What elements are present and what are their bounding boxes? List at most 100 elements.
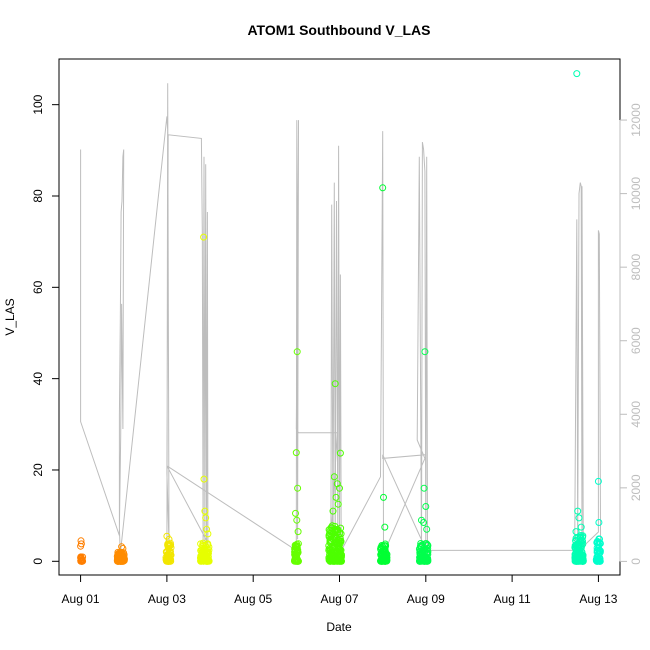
scatter-point bbox=[204, 530, 212, 538]
scatter-group bbox=[162, 532, 175, 565]
y-tick-label: 60 bbox=[31, 280, 45, 294]
scatter-point bbox=[595, 535, 603, 543]
x-tick-label: Aug 03 bbox=[148, 592, 186, 606]
scatter-point bbox=[331, 380, 339, 388]
y-axis-right: 0 2000 4000 6000 8000 10000 12000 bbox=[619, 103, 643, 565]
scatter-group bbox=[77, 537, 87, 565]
scatter-point bbox=[202, 514, 210, 522]
x-tick-label: Aug 13 bbox=[579, 592, 617, 606]
y-tick-label: 0 bbox=[31, 558, 45, 565]
x-tick-label: Aug 07 bbox=[320, 592, 358, 606]
scatter-point bbox=[165, 557, 173, 565]
scatter-group bbox=[291, 348, 302, 565]
scatter-point bbox=[116, 555, 124, 563]
x-tick-label: Aug 09 bbox=[407, 592, 445, 606]
y-tick-label: 20 bbox=[31, 463, 45, 477]
scatter-point bbox=[114, 557, 122, 565]
scatter-point bbox=[380, 557, 388, 565]
scatter-point bbox=[421, 348, 429, 356]
scatter-point bbox=[77, 542, 85, 550]
chart-title: ATOM1 Southbound V_LAS bbox=[247, 22, 430, 38]
scatter-point bbox=[203, 525, 211, 533]
y2-tick-label: 6000 bbox=[629, 327, 643, 354]
scatter-point bbox=[204, 548, 212, 556]
scatter-point bbox=[197, 547, 205, 554]
scatter-point bbox=[326, 538, 334, 546]
y-tick-label: 80 bbox=[31, 189, 45, 203]
y2-tick-label: 10000 bbox=[629, 177, 643, 211]
scatter-point bbox=[594, 477, 602, 485]
scatter-point bbox=[381, 523, 389, 531]
scatter-point bbox=[331, 529, 339, 537]
scatter-point bbox=[332, 540, 340, 548]
scatter-point bbox=[200, 475, 208, 483]
scatter-points bbox=[77, 70, 604, 565]
scatter-point bbox=[292, 449, 300, 457]
scatter-point bbox=[119, 545, 127, 552]
scatter-point bbox=[336, 449, 344, 457]
y-axis-label: V_LAS bbox=[3, 298, 17, 335]
scatter-point bbox=[336, 484, 343, 492]
scatter-point bbox=[325, 542, 333, 550]
x-tick-label: Aug 11 bbox=[494, 592, 531, 606]
scatter-point bbox=[596, 540, 604, 547]
x-tick-label: Aug 05 bbox=[234, 592, 272, 606]
scatter-point bbox=[420, 519, 428, 526]
scatter-point bbox=[327, 553, 334, 561]
y2-tick-label: 8000 bbox=[629, 253, 643, 280]
scatter-point bbox=[327, 533, 335, 541]
scatter-point bbox=[418, 516, 425, 524]
scatter-point bbox=[291, 548, 299, 555]
scatter-point bbox=[574, 507, 582, 515]
scatter-point bbox=[577, 523, 585, 531]
scatter-point bbox=[595, 554, 603, 562]
scatter-point bbox=[379, 184, 387, 192]
scatter-group bbox=[197, 233, 213, 565]
scatter-point bbox=[165, 555, 173, 563]
scatter-point bbox=[77, 554, 85, 562]
scatter-point bbox=[575, 514, 583, 522]
scatter-point bbox=[201, 507, 209, 515]
scatter-group bbox=[377, 184, 391, 565]
scatter-point bbox=[204, 541, 212, 549]
scatter-point bbox=[573, 70, 581, 78]
y2-tick-label: 2000 bbox=[629, 474, 643, 501]
scatter-point bbox=[327, 524, 335, 532]
scatter-point bbox=[118, 543, 126, 551]
scatter-point bbox=[292, 509, 299, 517]
scatter-point bbox=[420, 484, 428, 492]
scatter-group bbox=[592, 477, 604, 565]
scatter-point bbox=[574, 534, 582, 541]
scatter-point bbox=[420, 557, 428, 565]
scatter-point bbox=[579, 540, 587, 548]
scatter-point bbox=[572, 554, 579, 562]
scatter-point bbox=[423, 525, 431, 533]
scatter-point bbox=[334, 500, 342, 508]
scatter-point bbox=[380, 493, 387, 501]
scatter-point bbox=[579, 557, 587, 565]
scatter-point bbox=[416, 551, 424, 559]
scatter-point bbox=[204, 553, 212, 561]
scatter-point bbox=[200, 553, 208, 561]
scatter-point bbox=[293, 516, 301, 524]
scatter-group bbox=[415, 348, 432, 565]
scatter-group bbox=[113, 543, 128, 565]
y2-tick-label: 0 bbox=[629, 558, 643, 565]
scatter-point bbox=[573, 547, 581, 555]
scatter-point bbox=[577, 556, 585, 564]
scatter-point bbox=[380, 550, 388, 558]
scatter-point bbox=[336, 555, 344, 563]
scatter-point bbox=[332, 493, 340, 501]
scatter-point bbox=[417, 540, 425, 547]
scatter-point bbox=[329, 507, 337, 515]
scatter-point bbox=[330, 548, 338, 556]
scatter-point bbox=[572, 528, 580, 536]
x-axis: Aug 01 Aug 03 Aug 05 Aug 07 Aug 09 Aug 11 Aug … bbox=[62, 574, 618, 606]
scatter-point bbox=[383, 557, 391, 565]
y-tick-label: 40 bbox=[31, 372, 45, 386]
scatter-group bbox=[571, 70, 587, 565]
scatter-point bbox=[579, 533, 587, 541]
scatter-point bbox=[327, 549, 335, 556]
scatter-point bbox=[594, 552, 602, 560]
